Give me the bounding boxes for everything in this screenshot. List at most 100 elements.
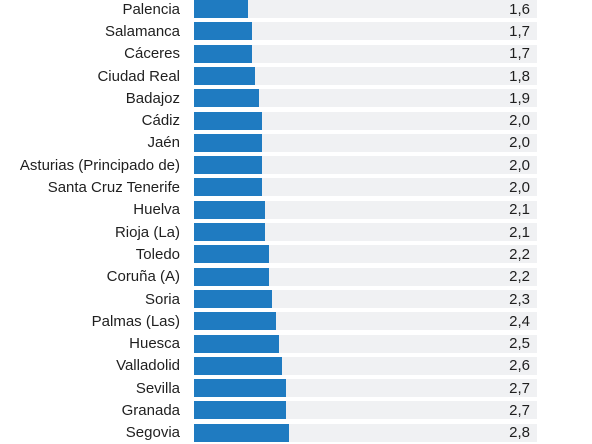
bar-row: Ciudad Real 1,8	[0, 65, 592, 87]
bar-track	[194, 267, 537, 286]
bar-row: Valladolid 2,6	[0, 355, 592, 377]
category-label: Sevilla	[135, 379, 180, 397]
bar	[194, 200, 266, 219]
bar-row: Sevilla 2,7	[0, 377, 592, 399]
category-label: Salamanca	[104, 22, 180, 40]
bar-row: Soria 2,3	[0, 288, 592, 310]
value-label: 1,7	[509, 45, 530, 63]
category-label: Huesca	[129, 335, 180, 353]
bar	[194, 22, 252, 41]
bar-row: Palencia 1,6	[0, 0, 592, 20]
bar-track	[194, 223, 537, 241]
bar-track	[194, 44, 537, 63]
value-label: 1,6	[509, 0, 530, 18]
bar-track	[194, 200, 537, 219]
bar-track	[194, 379, 537, 398]
value-label: 2,2	[509, 245, 530, 263]
category-label: Badajoz	[125, 89, 180, 107]
value-label: 2,1	[509, 201, 530, 219]
category-label: Cáceres	[124, 45, 180, 63]
bar	[194, 89, 259, 108]
value-label: 2,8	[509, 424, 530, 442]
bar-row: Cádiz 2,0	[0, 110, 592, 132]
value-label: 2,6	[509, 357, 530, 375]
bar	[194, 156, 262, 175]
value-label: 2,1	[509, 223, 530, 241]
bar	[194, 44, 252, 63]
value-label: 2,3	[509, 290, 530, 308]
bar-track	[194, 178, 537, 197]
bar	[194, 111, 262, 130]
bar-row: Toledo 2,2	[0, 243, 592, 265]
bar	[194, 245, 269, 264]
value-label: 2,0	[509, 179, 530, 197]
bar-track	[194, 401, 537, 420]
bar-row: Coruña (A) 2,2	[0, 266, 592, 288]
value-label: 1,8	[509, 67, 530, 85]
bar	[194, 289, 273, 308]
bar	[194, 334, 279, 353]
bar-row: Asturias (Principado de) 2,0	[0, 154, 592, 176]
bar	[194, 356, 283, 375]
bar-track	[194, 245, 537, 264]
bar	[194, 223, 266, 241]
category-label: Segovia	[125, 424, 180, 442]
bar	[194, 401, 286, 420]
bar-track	[194, 156, 537, 175]
value-label: 2,0	[509, 134, 530, 152]
value-label: 2,7	[509, 402, 530, 420]
bar	[194, 0, 249, 18]
category-label: Soria	[144, 290, 180, 308]
value-label: 2,7	[509, 379, 530, 397]
category-label: Toledo	[135, 245, 180, 263]
bar-row: Palmas (Las) 2,4	[0, 310, 592, 332]
bar	[194, 423, 290, 442]
bar-track	[194, 289, 537, 308]
category-label: Rioja (La)	[114, 223, 180, 241]
value-label: 2,2	[509, 268, 530, 286]
bar-row: Salamanca 1,7	[0, 20, 592, 42]
bar-track	[194, 22, 537, 41]
bar-track	[194, 423, 537, 442]
bar-row: Badajoz 1,9	[0, 87, 592, 109]
category-label: Asturias (Principado de)	[19, 156, 180, 174]
bar-row: Santa Cruz Tenerife 2,0	[0, 176, 592, 198]
bar-track	[194, 356, 537, 375]
bar-track	[194, 89, 537, 108]
bar-track	[194, 312, 537, 331]
category-label: Huelva	[133, 201, 180, 219]
bar	[194, 178, 262, 197]
bar-row: Granada 2,7	[0, 399, 592, 421]
category-label: Jaén	[147, 134, 180, 152]
category-label: Ciudad Real	[97, 67, 180, 85]
bar-row: Cáceres 1,7	[0, 43, 592, 65]
category-label: Coruña (A)	[106, 268, 180, 286]
value-label: 1,9	[509, 89, 530, 107]
bar-row: Huesca 2,5	[0, 333, 592, 355]
value-label: 2,0	[509, 112, 530, 130]
bar-row: Rioja (La) 2,1	[0, 221, 592, 243]
value-label: 2,0	[509, 156, 530, 174]
bar-row: Jaén 2,0	[0, 132, 592, 154]
bar	[194, 133, 262, 152]
bar-track	[194, 334, 537, 353]
category-label: Palmas (Las)	[91, 312, 180, 330]
bar	[194, 379, 286, 398]
value-label: 1,7	[509, 22, 530, 40]
bar	[194, 312, 276, 331]
category-label: Granada	[121, 402, 180, 420]
bar	[194, 66, 256, 85]
bar-track	[194, 133, 537, 152]
category-label: Cádiz	[141, 112, 180, 130]
category-label: Santa Cruz Tenerife	[47, 179, 180, 197]
category-label: Palencia	[122, 0, 180, 18]
bar-track	[194, 111, 537, 130]
value-label: 2,4	[509, 312, 530, 330]
bar	[194, 267, 269, 286]
bar-row: Huelva 2,1	[0, 199, 592, 221]
bar-track	[194, 0, 537, 18]
category-label: Valladolid	[116, 357, 180, 375]
value-label: 2,5	[509, 335, 530, 353]
bar-track	[194, 66, 537, 85]
